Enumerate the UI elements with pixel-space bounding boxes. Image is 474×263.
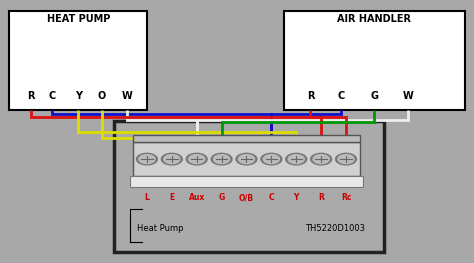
Text: C: C <box>337 91 345 101</box>
Text: O/B: O/B <box>239 193 254 202</box>
Text: G: G <box>219 193 225 202</box>
Circle shape <box>137 153 157 165</box>
Text: E: E <box>169 193 174 202</box>
Circle shape <box>338 155 354 164</box>
Circle shape <box>236 153 257 165</box>
Text: W: W <box>402 91 413 101</box>
Circle shape <box>311 153 331 165</box>
Text: C: C <box>48 91 56 101</box>
Text: O: O <box>98 91 106 101</box>
Circle shape <box>211 153 232 165</box>
Text: Heat Pump: Heat Pump <box>137 224 184 233</box>
Text: HEAT PUMP: HEAT PUMP <box>46 14 110 24</box>
Text: R: R <box>307 91 314 101</box>
Circle shape <box>164 155 180 164</box>
Circle shape <box>161 153 182 165</box>
Text: R: R <box>27 91 35 101</box>
Text: G: G <box>371 91 378 101</box>
Circle shape <box>264 155 279 164</box>
Bar <box>133 135 360 142</box>
Bar <box>130 176 363 187</box>
Circle shape <box>186 153 207 165</box>
Circle shape <box>288 155 304 164</box>
Bar <box>133 142 360 176</box>
Circle shape <box>313 155 329 164</box>
Circle shape <box>238 155 255 164</box>
Text: W: W <box>122 91 132 101</box>
Bar <box>114 121 384 252</box>
Circle shape <box>189 155 205 164</box>
Text: Rc: Rc <box>341 193 351 202</box>
Text: Y: Y <box>293 193 299 202</box>
Text: Aux: Aux <box>189 193 205 202</box>
Circle shape <box>139 155 155 164</box>
Circle shape <box>286 153 307 165</box>
Circle shape <box>336 153 356 165</box>
Text: AIR HANDLER: AIR HANDLER <box>337 14 411 24</box>
Circle shape <box>261 153 282 165</box>
Text: R: R <box>318 193 324 202</box>
Text: L: L <box>145 193 149 202</box>
Text: TH5220D1003: TH5220D1003 <box>305 224 365 233</box>
Text: Y: Y <box>75 91 82 101</box>
Bar <box>284 11 465 110</box>
Circle shape <box>213 155 229 164</box>
Bar <box>9 11 147 110</box>
Text: C: C <box>269 193 274 202</box>
